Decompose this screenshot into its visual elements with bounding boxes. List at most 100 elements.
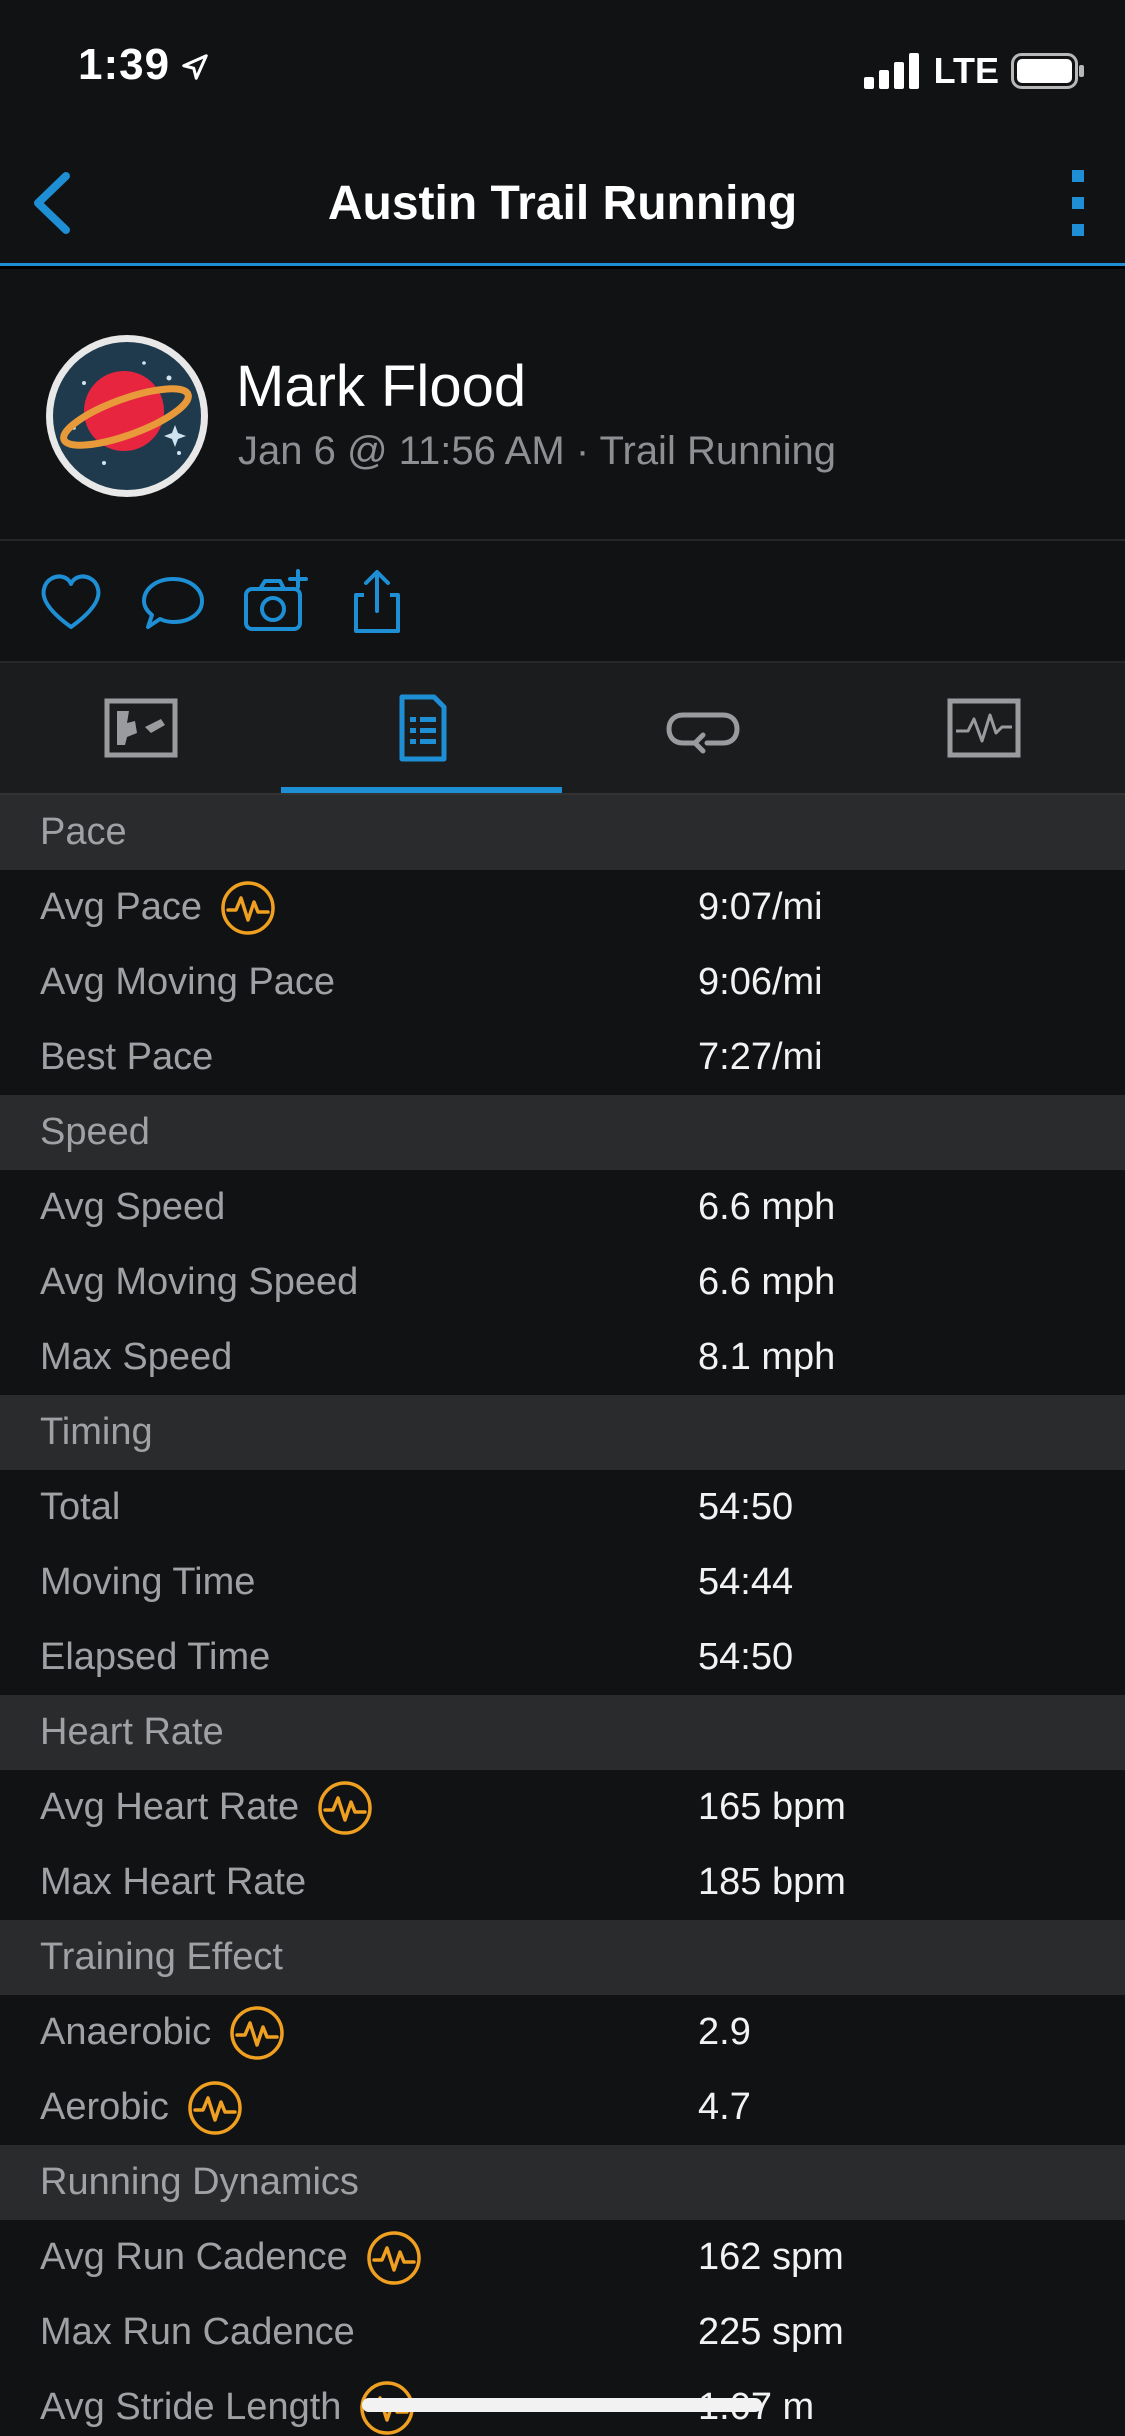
heart-icon[interactable] (36, 567, 106, 637)
stat-row: Avg Speed 6.6 mph (0, 1170, 1125, 1245)
stat-label-group: Moving Time (40, 1545, 255, 1620)
status-bar: 1:39 LTE (0, 0, 1125, 140)
stat-label: Anaerobic (40, 2011, 212, 2053)
user-name[interactable]: Mark Flood (236, 354, 527, 419)
stat-value: 165 bpm (698, 1786, 846, 1828)
section-header: Speed (0, 1095, 1125, 1170)
section-header: Timing (0, 1395, 1125, 1470)
network-label: LTE (933, 50, 999, 91)
stat-value: 8.1 mph (698, 1336, 836, 1378)
stat-row: Avg Pace 9:07/mi (0, 870, 1125, 945)
stat-label-group: Max Run Cadence (40, 2295, 355, 2370)
stat-label-group: Elapsed Time (40, 1620, 270, 1695)
stat-label: Avg Pace (40, 886, 202, 928)
map-icon (104, 698, 177, 758)
stat-row: Max Speed 8.1 mph (0, 1320, 1125, 1395)
avatar[interactable] (44, 333, 210, 499)
stat-row: Avg Run Cadence 162 spm (0, 2220, 1125, 2295)
stat-label: Max Heart Rate (40, 1861, 307, 1903)
stats-list-icon (399, 694, 446, 762)
stat-label-group: Avg Moving Speed (40, 1245, 358, 1320)
stat-label: Max Run Cadence (40, 2311, 355, 2353)
activity-subtitle: Jan 6 @ 11:56 AM · Trail Running (238, 429, 836, 473)
battery-icon (1011, 53, 1084, 89)
stat-label: Best Pace (40, 1036, 214, 1078)
heart-rate-metric-icon[interactable] (229, 2005, 285, 2061)
nav-bar: Austin Trail Running (0, 140, 1125, 266)
stat-label-group: Aerobic (40, 2070, 243, 2145)
stat-row: Moving Time 54:44 (0, 1545, 1125, 1620)
location-arrow-icon (182, 54, 208, 80)
stat-label: Total (40, 1486, 121, 1528)
stat-label-group: Avg Speed (40, 1170, 225, 1245)
heart-rate-metric-icon[interactable] (366, 2230, 422, 2286)
section-header: Heart Rate (0, 1695, 1125, 1770)
stat-label: Max Speed (40, 1336, 233, 1378)
stat-value: 162 spm (698, 2236, 844, 2278)
stat-row: Max Run Cadence 225 spm (0, 2295, 1125, 2370)
comment-icon[interactable] (138, 567, 208, 637)
stat-label: Avg Moving Pace (40, 961, 336, 1003)
more-options-icon[interactable] (1063, 166, 1093, 240)
stat-row: Avg Moving Speed 6.6 mph (0, 1245, 1125, 1320)
status-indicators: LTE (863, 50, 1085, 92)
stat-row: Avg Moving Pace 9:06/mi (0, 945, 1125, 1020)
heart-rate-metric-icon[interactable] (187, 2080, 243, 2136)
stat-row: Aerobic 4.7 (0, 2070, 1125, 2145)
activity-header: Mark Flood Jan 6 @ 11:56 AM · Trail Runn… (0, 269, 1125, 541)
stat-row: Best Pace 7:27/mi (0, 1020, 1125, 1095)
tab-charts[interactable] (843, 663, 1124, 793)
stat-label-group: Avg Heart Rate (40, 1770, 373, 1845)
signal-icon (863, 53, 919, 89)
stat-value: 54:44 (698, 1561, 794, 1603)
stat-label-group: Avg Run Cadence (40, 2220, 422, 2295)
tab-map[interactable] (0, 663, 281, 793)
stat-label-group: Anaerobic (40, 1995, 285, 2070)
stat-label-group: Avg Pace (40, 870, 276, 945)
page-title: Austin Trail Running (327, 177, 798, 230)
action-bar (0, 541, 1125, 663)
stat-label-group: Best Pace (40, 1020, 213, 1095)
tab-stats[interactable] (281, 663, 562, 793)
stat-value: 54:50 (698, 1636, 794, 1678)
stat-value: 185 bpm (698, 1861, 846, 1903)
section-header: Running Dynamics (0, 2145, 1125, 2220)
stat-label-group: Max Heart Rate (40, 1845, 306, 1920)
stat-label-group: Total (40, 1470, 120, 1545)
activity-tabs (0, 663, 1125, 795)
stat-value: 9:07/mi (698, 886, 823, 928)
heart-rate-metric-icon[interactable] (220, 880, 276, 936)
stat-row: Anaerobic 2.9 (0, 1995, 1125, 2070)
home-indicator[interactable] (362, 2398, 762, 2412)
stat-value: 225 spm (698, 2311, 844, 2353)
stat-value: 9:06/mi (698, 961, 823, 1003)
tab-laps[interactable] (562, 663, 843, 793)
stat-label: Moving Time (40, 1561, 256, 1603)
stat-label: Avg Stride Length (40, 2386, 342, 2428)
stat-value: 7:27/mi (698, 1036, 823, 1078)
section-header: Training Effect (0, 1920, 1125, 1995)
stat-row: Total 54:50 (0, 1470, 1125, 1545)
stat-value: 6.6 mph (698, 1186, 836, 1228)
share-icon[interactable] (342, 567, 412, 637)
stat-row: Max Heart Rate 185 bpm (0, 1845, 1125, 1920)
stat-label-group: Avg Moving Pace (40, 945, 335, 1020)
stat-label-group: Avg Stride Length (40, 2370, 415, 2436)
stat-label: Avg Moving Speed (40, 1261, 359, 1303)
stat-value: 6.6 mph (698, 1261, 836, 1303)
heart-rate-metric-icon[interactable] (317, 1780, 373, 1836)
stat-label: Avg Run Cadence (40, 2236, 348, 2278)
stat-value: 2.9 (698, 2011, 751, 2053)
stat-value: 54:50 (698, 1486, 794, 1528)
add-photo-icon[interactable] (240, 567, 310, 637)
laps-icon (665, 712, 740, 754)
stats-list[interactable]: Pace Avg Pace 9:07/mi Avg Moving Pace 9:06/m… (0, 795, 1125, 2436)
stat-label: Avg Heart Rate (40, 1786, 300, 1828)
back-chevron-icon[interactable] (22, 168, 82, 238)
chart-icon (947, 698, 1020, 758)
stat-label: Elapsed Time (40, 1636, 271, 1678)
stat-label-group: Max Speed (40, 1320, 232, 1395)
stat-row: Avg Heart Rate 165 bpm (0, 1770, 1125, 1845)
stat-value: 4.7 (698, 2086, 751, 2128)
stat-label: Aerobic (40, 2086, 169, 2128)
